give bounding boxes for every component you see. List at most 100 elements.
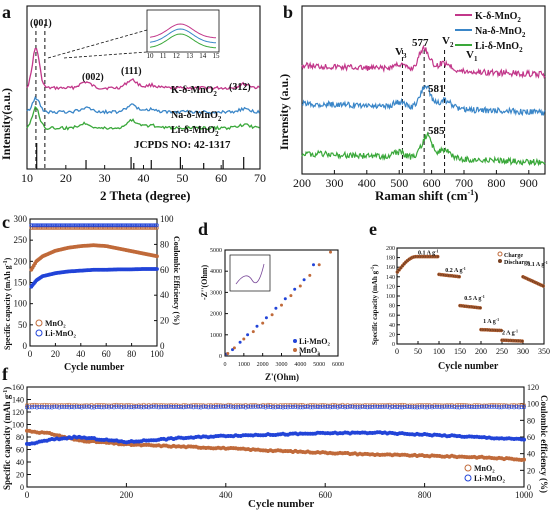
d-point xyxy=(274,306,278,310)
f-point xyxy=(474,405,479,410)
d-point xyxy=(261,321,265,325)
f-point xyxy=(293,402,298,407)
c-point xyxy=(68,223,73,228)
c-point xyxy=(128,223,133,228)
f-point xyxy=(305,404,310,409)
c-point xyxy=(132,223,137,228)
panel-c-ylabel: Specific capacity (mAh g-1) xyxy=(3,257,12,350)
f-point xyxy=(203,404,208,409)
f-point xyxy=(253,404,258,409)
f-point xyxy=(201,404,206,409)
f-ytick-label: 160 xyxy=(12,383,24,392)
f-point xyxy=(397,405,402,410)
peak-label-001: (001) xyxy=(30,18,52,29)
c-point xyxy=(49,223,54,228)
c-point xyxy=(99,223,104,228)
f-point xyxy=(265,404,270,409)
d-point xyxy=(226,352,230,355)
e-ytick-label: 180 xyxy=(386,256,395,262)
f-point xyxy=(275,404,280,409)
c-point xyxy=(118,223,123,228)
c-point xyxy=(119,223,124,228)
e-xtick-label: 0 xyxy=(395,347,399,356)
e-xtick-label: 100 xyxy=(433,347,445,356)
f-point xyxy=(124,404,129,409)
c-y2tick-label: 100 xyxy=(160,214,174,224)
f-point xyxy=(265,402,270,407)
f-point xyxy=(62,405,67,410)
e-point xyxy=(457,274,462,279)
f-point xyxy=(256,403,261,408)
a-xtick-label: 10 xyxy=(21,171,33,185)
c-point xyxy=(146,223,151,228)
f-point xyxy=(507,405,512,410)
f-ytick-label: 60 xyxy=(16,446,24,455)
f-point xyxy=(99,403,104,408)
c-point xyxy=(38,223,43,228)
f-point xyxy=(34,405,39,410)
c-point xyxy=(153,223,158,228)
c-point xyxy=(56,223,60,228)
f-point xyxy=(333,403,338,408)
f-point xyxy=(430,405,435,410)
d-point xyxy=(308,273,312,277)
f-point xyxy=(295,405,300,410)
c-point xyxy=(80,223,85,228)
c-point xyxy=(101,223,106,228)
f-point xyxy=(223,404,228,409)
panel-e: e 0 50 100 150 200 250 300 350 0 20 40 60 80 100 120 14… xyxy=(369,219,550,372)
panel-c-legend: MnO₂ Li-MnO₂ xyxy=(35,319,76,338)
f-point xyxy=(521,405,526,410)
f-point xyxy=(328,405,333,410)
f-point xyxy=(434,404,439,409)
f-point xyxy=(387,405,392,410)
c-point xyxy=(62,223,67,228)
f-point xyxy=(320,402,325,407)
a-inset-tick-label: 13 xyxy=(186,52,194,60)
e-xtick-label: 50 xyxy=(414,347,422,356)
f-point xyxy=(186,403,191,408)
f-point xyxy=(191,405,196,410)
d-xtick-label: 0 xyxy=(224,362,227,368)
f-point xyxy=(372,404,377,409)
f-point xyxy=(32,402,37,407)
a-inset-tick-label: 15 xyxy=(213,52,221,60)
f-point xyxy=(454,402,459,407)
d-point xyxy=(283,297,287,301)
f-point xyxy=(139,405,144,410)
c-point xyxy=(64,223,69,228)
c-point xyxy=(35,223,40,228)
panel-a: a 10 20 30 40 50 60 70 Intensity(a.u.) 2 Theta… xyxy=(0,2,266,203)
f-point xyxy=(479,403,484,408)
c-y2tick-label: 60 xyxy=(160,265,170,275)
panel-c: c 0 20 40 60 80 10005010015020025030002040608… xyxy=(2,212,181,373)
f-point xyxy=(44,405,49,410)
c-point xyxy=(141,223,145,228)
f-point xyxy=(79,405,84,410)
c-point xyxy=(111,223,116,228)
f-point xyxy=(333,404,338,409)
b-xtick-label: 800 xyxy=(487,176,505,190)
f-point xyxy=(457,405,462,410)
f-point xyxy=(516,405,521,410)
f-point xyxy=(47,405,52,410)
f-point xyxy=(509,404,514,409)
b-xtick-label: 900 xyxy=(520,176,538,190)
f-point xyxy=(273,405,278,410)
f-point xyxy=(283,403,288,408)
c-point xyxy=(108,223,112,228)
f-point xyxy=(198,405,203,410)
f-y2tick-label: 40 xyxy=(527,450,535,459)
f-point xyxy=(375,404,380,409)
d-ytick-label: 1000 xyxy=(210,333,222,339)
c-point xyxy=(51,223,55,228)
f-point xyxy=(360,404,365,409)
c-point xyxy=(135,223,140,228)
e-xtick-label: 150 xyxy=(454,347,466,356)
a-xtick-label: 50 xyxy=(176,171,188,185)
f-point xyxy=(64,403,69,408)
f-point xyxy=(129,403,134,408)
f-point xyxy=(519,402,524,407)
f-point xyxy=(492,404,497,409)
f-point xyxy=(437,404,442,409)
